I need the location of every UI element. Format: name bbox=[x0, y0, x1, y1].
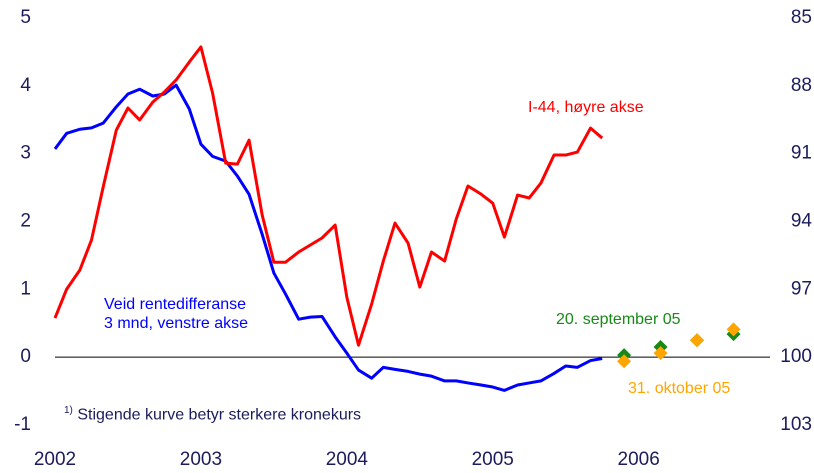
red-series-label: I-44, høyre akse bbox=[528, 99, 644, 116]
y-tick-label: 4 bbox=[20, 75, 31, 96]
forecast-diamond bbox=[617, 354, 632, 369]
forecast-diamond bbox=[690, 333, 705, 348]
series-line bbox=[53, 45, 604, 347]
forecast-diamond bbox=[653, 346, 668, 361]
y-tick-label: 0 bbox=[20, 346, 31, 367]
x-tick-label: 2002 bbox=[34, 449, 76, 470]
y-tick-label: 1 bbox=[20, 278, 31, 299]
y2-tick-label: 85 bbox=[791, 7, 812, 28]
y-tick-label: 3 bbox=[20, 143, 31, 164]
y-tick-label: -1 bbox=[14, 414, 31, 435]
orange-forecast-label: 31. oktober 05 bbox=[628, 380, 731, 397]
y2-tick-label: 103 bbox=[780, 414, 812, 435]
y2-tick-label: 94 bbox=[791, 211, 813, 232]
y-tick-label: 5 bbox=[20, 7, 31, 28]
series-line bbox=[53, 83, 603, 392]
footnote-text: Stigende kurve betyr sterkere kronekurs bbox=[77, 406, 362, 424]
y2-tick-label: 100 bbox=[780, 346, 812, 367]
x-tick-label: 2006 bbox=[618, 449, 660, 470]
footnote: 1) Stigende kurve betyr sterkere kroneku… bbox=[64, 401, 361, 424]
green-forecast-label: 20. september 05 bbox=[556, 311, 681, 328]
x-tick-label: 2003 bbox=[180, 449, 222, 470]
x-tick-label: 2005 bbox=[472, 449, 514, 470]
y-tick-label: 2 bbox=[20, 211, 31, 232]
blue-series-label: Veid rentedifferanse 3 mnd, venstre akse bbox=[104, 296, 249, 332]
y2-tick-label: 91 bbox=[791, 143, 812, 164]
y2-tick-label: 88 bbox=[791, 75, 812, 96]
forecast-diamond bbox=[726, 322, 741, 337]
y2-tick-label: 97 bbox=[791, 278, 812, 299]
footnote-marker: 1) bbox=[64, 405, 73, 416]
x-tick-label: 2004 bbox=[326, 449, 369, 470]
